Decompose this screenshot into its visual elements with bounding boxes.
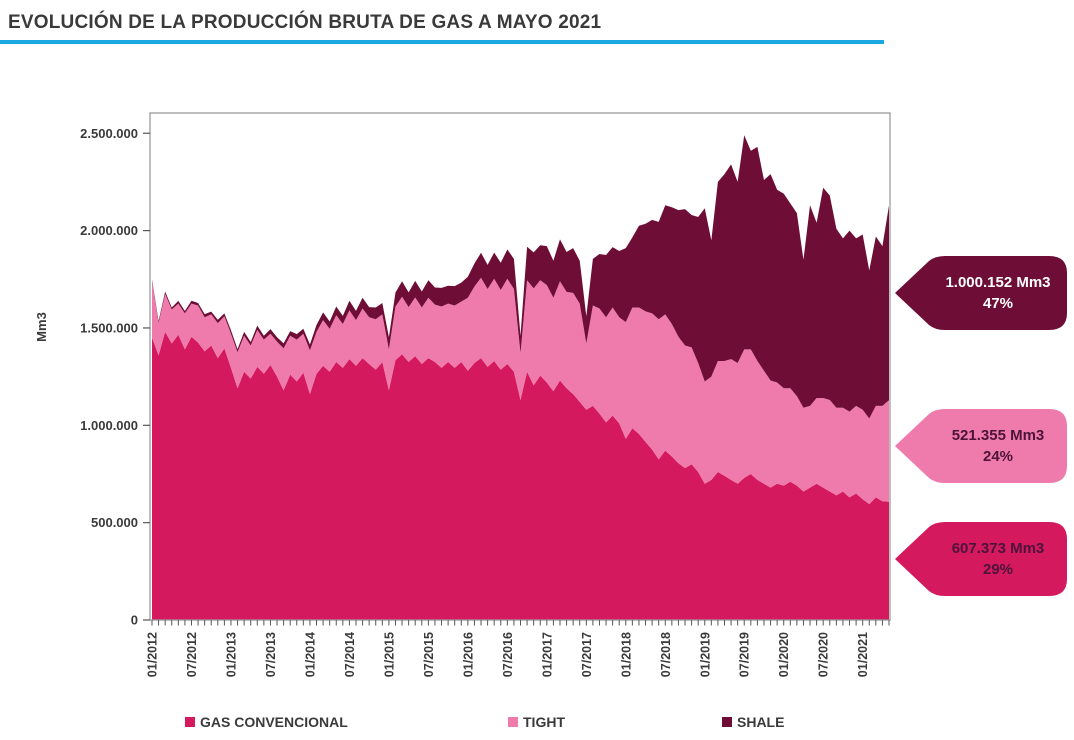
legend-item-tight: TIGHT <box>508 712 565 732</box>
x-axis-label: 01/2016 <box>461 632 475 677</box>
area-gas-convencional <box>152 331 889 620</box>
x-axis-label: 07/2014 <box>343 632 357 677</box>
callout-shale-percent: 47% <box>982 295 1014 312</box>
legend-label: GAS CONVENCIONAL <box>200 714 348 730</box>
y-axis-label: 500.000 <box>91 515 138 530</box>
y-axis-label: 0 <box>131 613 138 628</box>
x-axis-label: 07/2015 <box>422 632 436 677</box>
x-axis-label: 07/2016 <box>501 632 515 677</box>
legend-label: TIGHT <box>523 714 565 730</box>
x-axis-label: 01/2017 <box>540 632 554 677</box>
callout-tight-text: 521.355 Mm3 24% <box>929 425 1067 467</box>
legend-swatch-gas-convencional <box>185 717 195 727</box>
x-axis-label: 07/2013 <box>264 632 278 677</box>
callout-gas-convencional: 607.373 Mm3 29% <box>893 522 1069 596</box>
callout-arrow-shape <box>895 409 1067 483</box>
callout-tight-value: 521.355 Mm3 <box>951 427 1045 444</box>
callout-shale-text: 1.000.152 Mm3 47% <box>929 272 1067 314</box>
legend-label: SHALE <box>737 714 785 730</box>
chart-legend: GAS CONVENCIONAL TIGHT SHALE <box>0 712 1074 734</box>
callout-tight-percent: 24% <box>982 448 1014 465</box>
callout-shale: 1.000.152 Mm3 47% <box>893 256 1069 330</box>
title-underline <box>0 40 884 44</box>
x-axis-label: 07/2018 <box>659 632 673 677</box>
y-axis-label: 1.000.000 <box>80 418 138 433</box>
area-shale <box>152 135 889 419</box>
legend-swatch-shale <box>722 717 732 727</box>
area-tight <box>152 277 889 505</box>
x-axis-label: 01/2014 <box>303 632 317 677</box>
x-axis-label: 07/2020 <box>817 632 831 677</box>
x-axis-label: 01/2012 <box>146 632 160 677</box>
y-axis-label: 2.000.000 <box>80 223 138 238</box>
x-axis-label: 01/2019 <box>698 632 712 677</box>
callout-shale-value: 1.000.152 Mm3 <box>945 274 1051 291</box>
legend-item-shale: SHALE <box>722 712 784 732</box>
callout-arrow-shape <box>895 256 1067 330</box>
page-title: EVOLUCIÓN DE LA PRODUCCIÓN BRUTA DE GAS … <box>8 12 602 33</box>
y-axis-label: 1.500.000 <box>80 320 138 335</box>
x-axis-label: 01/2018 <box>619 632 633 677</box>
callout-arrow-shape <box>895 522 1067 596</box>
legend-swatch-tight <box>508 717 518 727</box>
callout-gas-convencional-value: 607.373 Mm3 <box>951 540 1045 557</box>
x-axis-label: 07/2017 <box>580 632 594 677</box>
legend-item-gas-convencional: GAS CONVENCIONAL <box>185 712 348 732</box>
callout-gas-convencional-text: 607.373 Mm3 29% <box>929 538 1067 580</box>
x-axis-label: 01/2020 <box>777 632 791 677</box>
callout-tight: 521.355 Mm3 24% <box>893 409 1069 483</box>
x-axis-label: 01/2013 <box>224 632 238 677</box>
y-axis-label: 2.500.000 <box>80 126 138 141</box>
x-axis-label: 07/2019 <box>738 632 752 677</box>
y-axis-title: Mm3 <box>34 312 49 342</box>
x-axis-label: 01/2015 <box>382 632 396 677</box>
x-axis-label: 01/2021 <box>856 632 870 677</box>
callout-gas-convencional-percent: 29% <box>982 561 1014 578</box>
x-axis-label: 07/2012 <box>185 632 199 677</box>
